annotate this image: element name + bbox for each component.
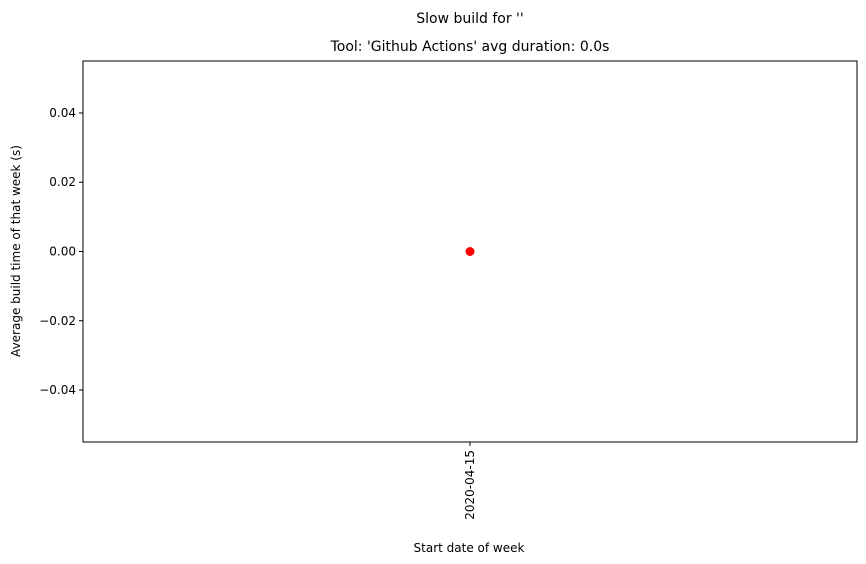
y-axis-label: Average build time of that week (s) (9, 145, 23, 357)
y-axis: −0.04 −0.02 0.00 0.02 0.04 (39, 106, 83, 397)
y-tick-label: −0.02 (39, 314, 76, 328)
y-tick-label: 0.04 (49, 106, 76, 120)
y-tick-label: −0.04 (39, 383, 76, 397)
x-axis-label: Start date of week (414, 541, 525, 555)
x-axis: 2020-04-15 (463, 442, 477, 520)
data-points (465, 247, 475, 256)
y-tick-label: 0.02 (49, 175, 76, 189)
chart-suptitle: Slow build for '' (416, 11, 524, 27)
x-tick-label: 2020-04-15 (463, 450, 477, 520)
chart-title: Tool: 'Github Actions' avg duration: 0.0… (330, 39, 610, 55)
data-point (465, 247, 475, 256)
y-tick-label: 0.00 (49, 245, 76, 259)
